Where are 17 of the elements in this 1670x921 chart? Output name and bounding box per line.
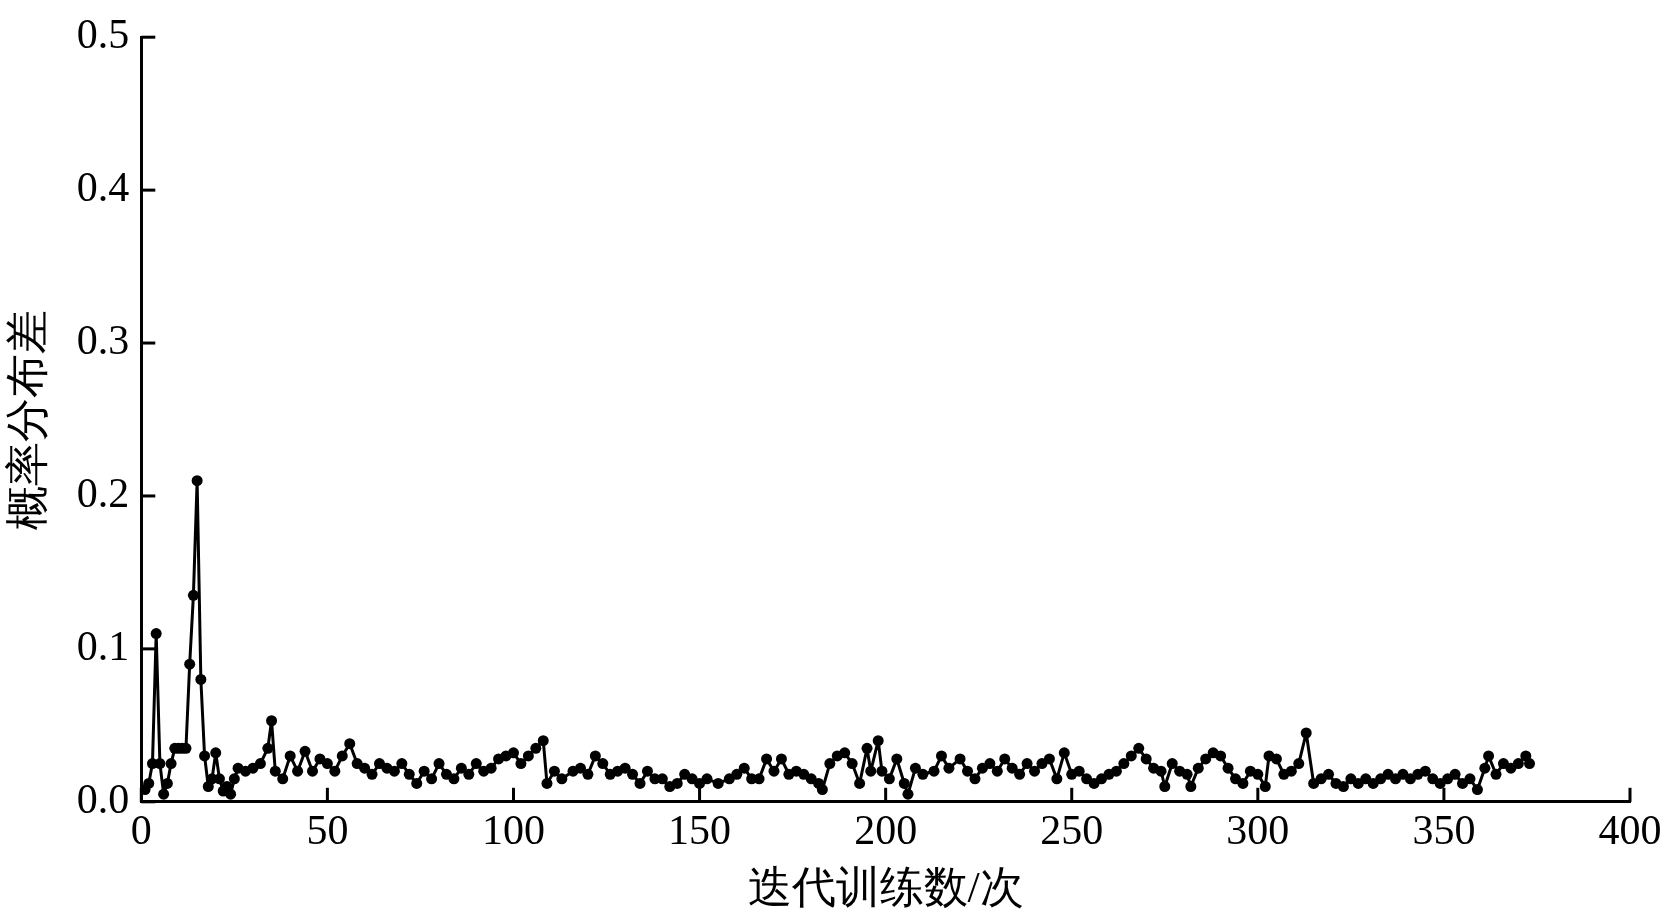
y-tick-label: 0.1 bbox=[76, 622, 130, 669]
x-tick-label: 350 bbox=[1412, 807, 1476, 854]
y-tick-label: 0.0 bbox=[76, 775, 130, 822]
y-tick-label: 0.4 bbox=[76, 164, 130, 211]
y-axis-title: 概率分布差 bbox=[2, 309, 52, 530]
x-tick-label: 400 bbox=[1598, 807, 1662, 854]
y-tick-label: 0.5 bbox=[76, 11, 130, 58]
x-tick-label: 100 bbox=[481, 807, 545, 854]
y-tick-label: 0.3 bbox=[76, 317, 130, 364]
x-tick-label: 0 bbox=[130, 807, 152, 854]
y-tick-label: 0.2 bbox=[76, 469, 130, 516]
x-tick-label: 200 bbox=[854, 807, 918, 854]
x-tick-label: 300 bbox=[1226, 807, 1290, 854]
x-tick-label: 250 bbox=[1040, 807, 1104, 854]
x-tick-label: 150 bbox=[668, 807, 732, 854]
x-tick-label: 50 bbox=[306, 807, 349, 854]
x-axis-title: 迭代训练数/次 bbox=[747, 863, 1024, 913]
